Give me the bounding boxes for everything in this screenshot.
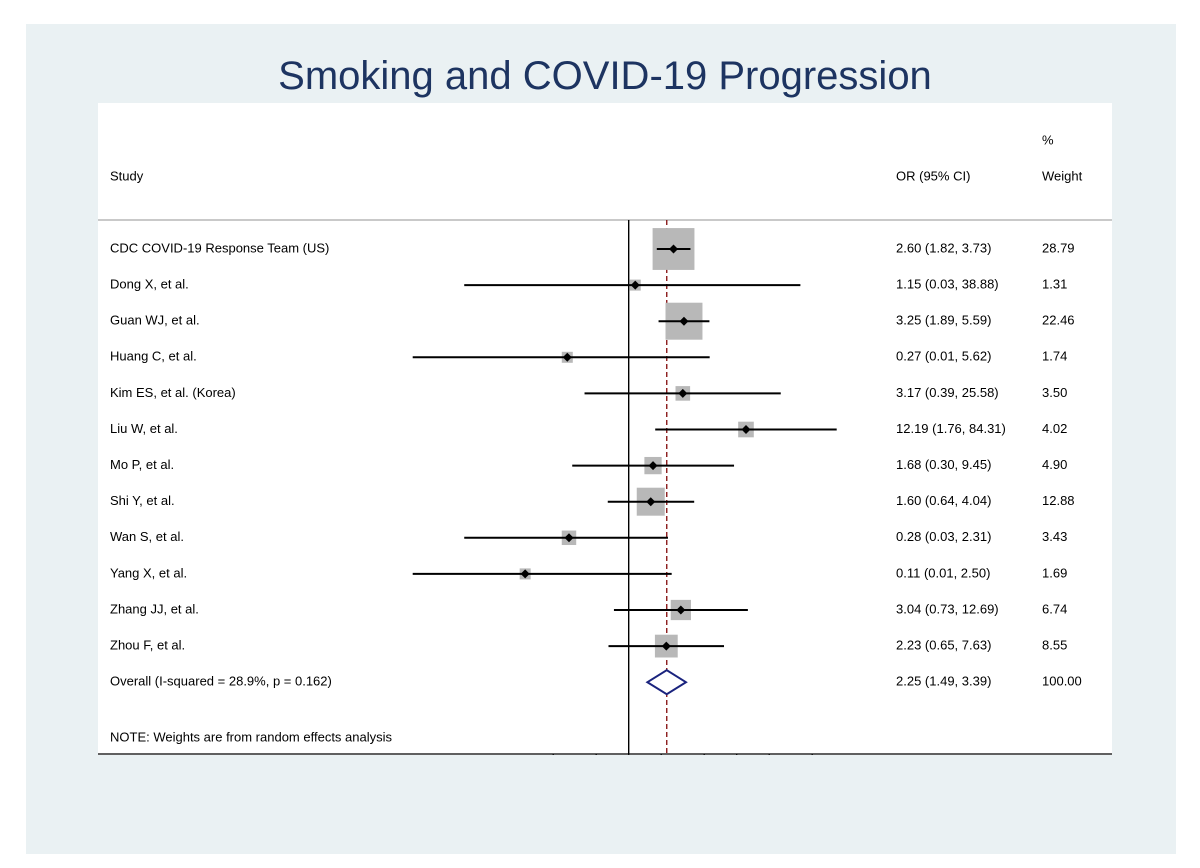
overall-label: Overall (I-squared = 28.9%, p = 0.162) (110, 674, 332, 689)
point-estimate (678, 388, 688, 398)
overall-weight: 100.00 (1042, 674, 1082, 689)
chart-title: Smoking and COVID-19 Progression (278, 54, 932, 98)
study-or-ci: 3.25 (1.89, 5.59) (896, 313, 991, 328)
study-weight: 12.88 (1042, 493, 1075, 508)
study-or-ci: 3.17 (0.39, 25.58) (896, 385, 999, 400)
point-estimate (676, 605, 686, 615)
point-estimate (562, 352, 572, 362)
study-weight: 3.43 (1042, 529, 1067, 544)
study-weight: 4.90 (1042, 457, 1067, 472)
point-estimate (669, 244, 679, 254)
point-estimate (630, 280, 640, 290)
point-estimate (564, 533, 574, 543)
header-weight-percent: % (1042, 132, 1054, 147)
study-weight: 4.02 (1042, 421, 1067, 436)
study-label: Kim ES, et al. (Korea) (110, 385, 236, 400)
study-or-ci: 12.19 (1.76, 84.31) (896, 421, 1006, 436)
study-weight: 1.74 (1042, 349, 1067, 364)
study-label: Mo P, et al. (110, 457, 174, 472)
study-weight: 3.50 (1042, 385, 1067, 400)
point-estimate (661, 641, 671, 651)
study-label: Yang X, et al. (110, 565, 187, 580)
point-estimate (741, 425, 751, 434)
study-weight: 28.79 (1042, 240, 1075, 255)
point-estimate (648, 461, 658, 471)
study-label: Guan WJ, et al. (110, 313, 200, 328)
forest-plot: Study OR (95% CI)% Weight CDC COVID-19 Resp… (98, 132, 1112, 755)
study-label: Wan S, et al. (110, 529, 184, 544)
study-label: Shi Y, et al. (110, 493, 175, 508)
study-or-ci: 0.27 (0.01, 5.62) (896, 349, 991, 364)
study-or-ci: 0.28 (0.03, 2.31) (896, 529, 991, 544)
study-weight: 6.74 (1042, 601, 1067, 616)
study-or-ci: 2.60 (1.82, 3.73) (896, 240, 991, 255)
study-label: CDC COVID-19 Response Team (US) (110, 240, 329, 255)
study-label: Liu W, et al. (110, 421, 178, 436)
study-or-ci: 2.23 (0.65, 7.63) (896, 638, 991, 653)
overall-or-ci: 2.25 (1.49, 3.39) (896, 674, 991, 689)
point-estimate (679, 316, 689, 326)
study-weight: 1.31 (1042, 277, 1067, 292)
study-or-ci: 1.60 (0.64, 4.04) (896, 493, 991, 508)
study-or-ci: 1.15 (0.03, 38.88) (896, 277, 999, 292)
study-or-ci: 3.04 (0.73, 12.69) (896, 601, 999, 616)
overall-diamond (645, 669, 688, 696)
study-label: Zhou F, et al. (110, 638, 185, 653)
study-weight: 22.46 (1042, 313, 1075, 328)
study-weight: 1.69 (1042, 565, 1067, 580)
header-or-ci: OR (95% CI) (896, 168, 970, 183)
weights-note: NOTE: Weights are from random effects an… (110, 729, 393, 744)
study-label: Dong X, et al. (110, 277, 189, 292)
study-label: Zhang JJ, et al. (110, 601, 199, 616)
header-weight: Weight (1042, 168, 1083, 183)
study-label: Huang C, et al. (110, 349, 197, 364)
point-estimate (520, 569, 530, 579)
plot-panel: Study OR (95% CI)% Weight CDC COVID-19 Resp… (98, 103, 1112, 755)
study-or-ci: 0.11 (0.01, 2.50) (896, 565, 990, 580)
study-weight: 8.55 (1042, 638, 1067, 653)
header-study: Study (110, 168, 144, 183)
point-estimate (646, 497, 656, 507)
study-or-ci: 1.68 (0.30, 9.45) (896, 457, 991, 472)
